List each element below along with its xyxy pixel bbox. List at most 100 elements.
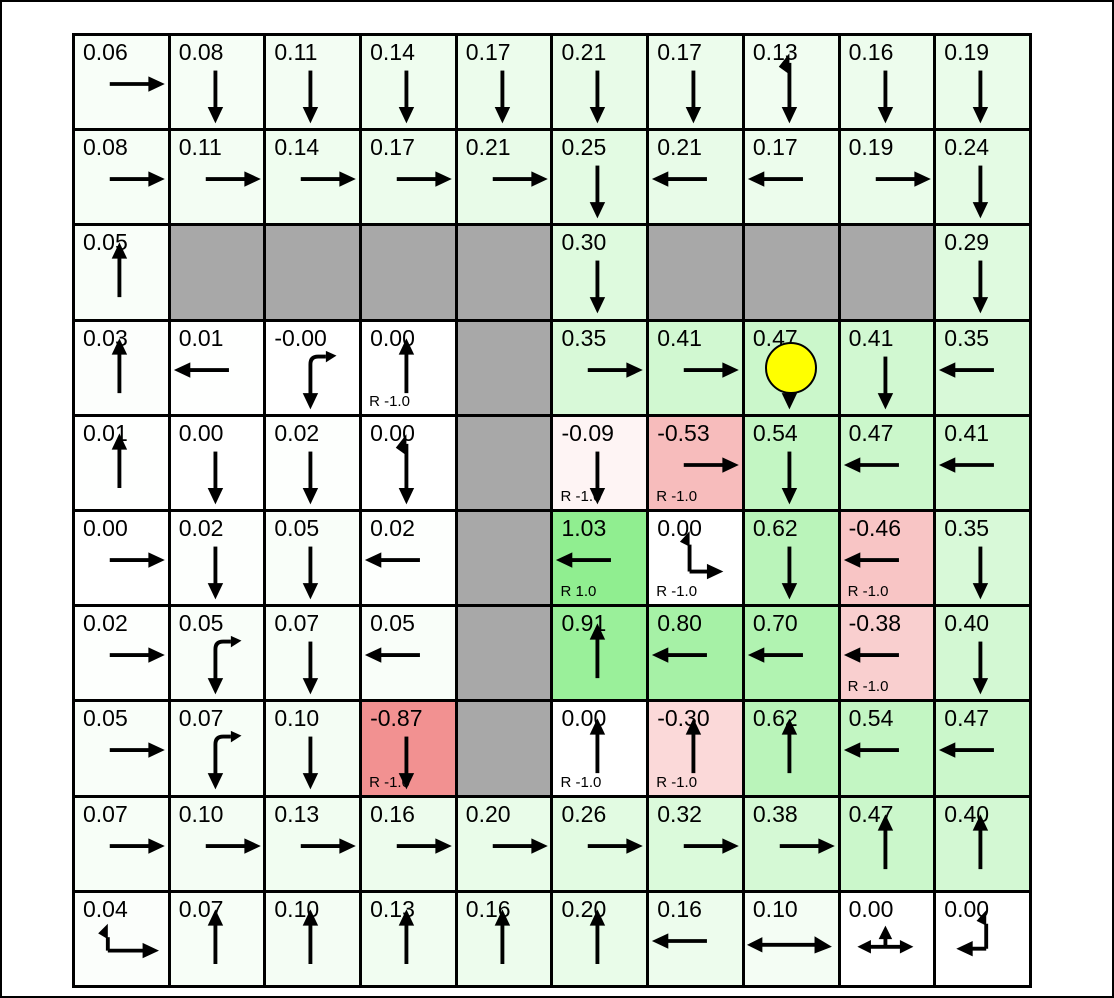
policy-arrow-right-icon <box>109 76 165 92</box>
cell-value: 0.25 <box>561 134 607 161</box>
policy-arrow-right-icon <box>205 171 261 187</box>
cell-value: 0.07 <box>274 610 320 637</box>
policy-arrow-right-icon <box>396 171 452 187</box>
grid-cell: 0.17 <box>362 131 455 224</box>
policy-arrow-left-icon <box>747 647 803 663</box>
grid-cell: 0.07 <box>266 607 360 700</box>
cell-value: 0.24 <box>944 134 990 161</box>
grid-cell: 0.62 <box>744 511 838 605</box>
grid-cell: 0.05 <box>75 702 168 795</box>
grid-cell: -0.87 R -1.0 <box>362 702 455 795</box>
cell-value: 0.20 <box>465 800 511 827</box>
policy-arrow-down-icon <box>685 70 702 124</box>
grid-cell: -0.30 R -1.0 <box>649 702 742 795</box>
reward-label: R -1.0 <box>369 773 410 791</box>
policy-arrow-left-icon <box>843 742 899 759</box>
cell-value: -0.53 <box>657 419 710 446</box>
grid-cell: 0.14 <box>266 131 360 224</box>
grid-cell: 0.47 <box>840 797 934 890</box>
policy-arrow-down-icon <box>972 260 989 314</box>
agent <box>765 341 818 394</box>
cell-value: 0.00 <box>370 419 415 446</box>
grid-cell: 0.00 <box>362 416 455 509</box>
cell-value: 0.54 <box>752 419 798 446</box>
reward-label: R -1.0 <box>847 678 889 696</box>
policy-arrow-left-icon <box>939 457 995 473</box>
policy-arrow-up-icon <box>303 909 319 964</box>
wall-cell <box>457 416 551 509</box>
cell-value: 0.16 <box>848 39 894 65</box>
grid-cell: 0.00 <box>170 416 264 509</box>
cell-value: 0.06 <box>83 39 128 65</box>
wall-cell <box>457 321 551 414</box>
cell-value: 0.08 <box>83 134 128 161</box>
reward-label: R -1.0 <box>560 487 602 505</box>
cell-value: 0.26 <box>561 800 607 827</box>
grid-cell: 0.62 <box>744 702 838 795</box>
cell-value: 0.80 <box>657 610 702 637</box>
grid-cell: 0.02 <box>362 511 455 605</box>
policy-arrow-down-icon <box>494 70 510 124</box>
cell-value: 0.41 <box>944 419 990 446</box>
grid-cell: -0.00 <box>266 321 360 414</box>
policy-arrow-left-icon <box>364 552 421 568</box>
grid-cell: -0.53 R -1.0 <box>649 416 742 509</box>
policy-arrow-left-icon <box>173 361 229 378</box>
policy-arrow-right-icon <box>492 837 548 854</box>
reward-label: R -1.0 <box>656 583 698 601</box>
grid-cell: 0.47 <box>744 321 838 414</box>
policy-arrow-up-icon <box>590 718 606 774</box>
grid-cell: 0.03 <box>75 321 168 414</box>
grid-cell: 0.17 <box>649 36 742 129</box>
grid-cell: 0.00 <box>75 511 168 605</box>
grid-cell: 0.19 <box>840 131 934 224</box>
grid-cell: 0.00 R -1.0 <box>362 321 455 414</box>
cell-value: 0.02 <box>83 610 128 637</box>
policy-arrow-right-icon <box>109 837 165 854</box>
grid-cell: 0.54 <box>840 702 934 795</box>
grid-cell: 0.08 <box>170 36 264 129</box>
grid-cell: 0.00 R -1.0 <box>553 702 647 795</box>
cell-value: 0.17 <box>657 39 702 65</box>
grid-cell: 0.25 <box>553 131 647 224</box>
policy-arrow-upleft-icon <box>956 910 989 957</box>
grid-cell: 0.05 <box>75 226 168 319</box>
cell-value: 0.02 <box>178 514 224 541</box>
cell-value: 0.35 <box>944 324 990 351</box>
cell-value: -0.46 <box>848 514 902 541</box>
cell-value: 0.17 <box>370 134 415 161</box>
grid-cell: 0.21 <box>457 131 551 224</box>
cell-value: 0.14 <box>274 134 320 161</box>
policy-arrow-right-icon <box>683 837 739 854</box>
grid-cell: 0.06 <box>75 36 168 129</box>
policy-arrow-up-icon <box>590 623 606 679</box>
grid-cell: -0.38 R -1.0 <box>840 607 934 700</box>
grid-cell: 0.21 <box>553 36 647 129</box>
grid: 0.06 0.08 0.11 0.14 0.17 0.21 0.17 0.13 0.16 0.19… <box>72 33 1032 988</box>
policy-arrow-right-icon <box>109 552 165 568</box>
grid-cell: 0.30 <box>553 226 647 319</box>
grid-cell: 0.40 <box>936 607 1029 700</box>
policy-arrow-up-icon <box>111 242 128 298</box>
cell-value: 0.21 <box>561 39 607 65</box>
policy-arrow-right-icon <box>109 742 165 759</box>
grid-cell: 0.47 <box>840 416 934 509</box>
wall-cell <box>362 226 455 319</box>
cell-value: 0.05 <box>274 514 320 541</box>
reward-label: R -1.0 <box>656 487 698 505</box>
policy-arrow-down-icon <box>590 165 606 219</box>
cell-value: 0.17 <box>465 39 511 65</box>
cell-value: 0.19 <box>944 39 990 65</box>
cell-value: 0.07 <box>83 800 128 827</box>
policy-arrow-right-icon <box>683 457 739 473</box>
policy-arrow-right-icon <box>588 837 644 854</box>
policy-arrow-downright-icon <box>207 731 242 790</box>
cell-value: 0.62 <box>752 514 798 541</box>
grid-cell: 0.16 <box>362 797 455 890</box>
policy-arrow-down-icon <box>398 736 415 790</box>
policy-arrow-left-icon <box>843 552 899 568</box>
grid-cell: 0.80 <box>649 607 742 700</box>
cell-value: 0.70 <box>752 610 798 637</box>
cell-value: 0.17 <box>752 134 798 161</box>
